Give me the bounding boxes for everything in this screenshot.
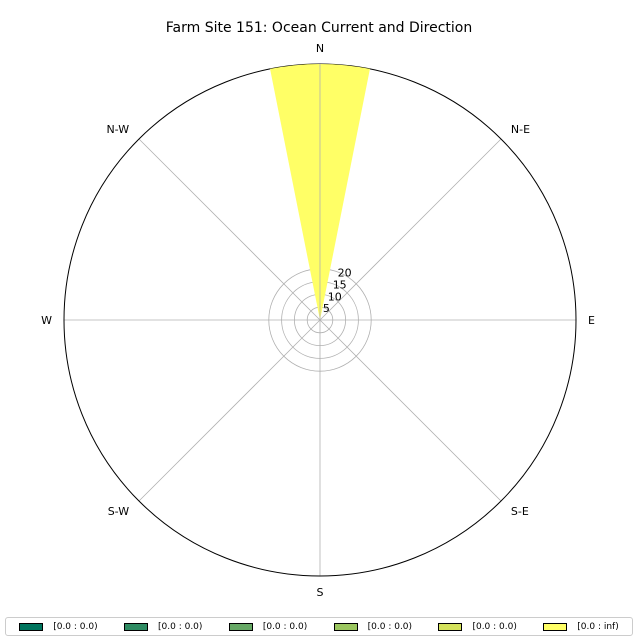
legend-item-1: [0.0 : 0.0) [124, 622, 202, 632]
spoke-n-e [319, 138, 502, 321]
legend-swatch [543, 622, 568, 631]
direction-label-s-w: S-W [108, 505, 130, 518]
legend-swatch [19, 622, 44, 631]
radial-tick-10: 10 [328, 290, 342, 303]
legend-label: [0.0 : 0.0) [262, 621, 308, 632]
radial-tick-15: 15 [333, 279, 347, 292]
legend-label: [0.0 : 0.0) [53, 621, 98, 632]
direction-label-w: W [41, 314, 52, 327]
direction-label-n: N [316, 42, 324, 55]
legend-item-5: [0.0 : inf) [543, 621, 619, 632]
legend-item-4: [0.0 : 0.0) [438, 621, 517, 632]
direction-label-n-e: N-E [511, 123, 530, 136]
legend-label: [0.0 : 0.0) [158, 621, 203, 632]
direction-label-s: S [317, 586, 324, 599]
spoke-s-w [138, 319, 321, 502]
direction-label-n-w: N-W [106, 123, 129, 136]
legend-label: [0.0 : 0.0) [472, 621, 517, 632]
direction-label-e: E [588, 314, 595, 327]
radial-tick-5: 5 [323, 302, 330, 315]
legend-item-2: [0.0 : 0.0) [228, 621, 308, 632]
legend-swatch [333, 622, 358, 631]
legend-swatch [124, 622, 149, 631]
chart-title: Farm Site 151: Ocean Current and Directi… [166, 20, 472, 36]
direction-labels: N N-E E S-E S S-W W N-W [41, 42, 595, 599]
direction-label-s-e: S-E [511, 505, 529, 518]
spoke-s-e [319, 319, 502, 502]
radial-tick-20: 20 [338, 267, 352, 280]
legend-item-3: [0.0 : 0.0) [333, 621, 413, 632]
bars [270, 64, 370, 321]
legend-swatch [228, 622, 253, 631]
legend-swatch [438, 622, 463, 631]
legend-label: [0.0 : inf) [577, 621, 619, 632]
legend: [0.0 : 0.0) [0.0 : 0.0) [0.0 : 0.0) [0.0 : … [5, 617, 633, 636]
spoke-n-w [138, 138, 321, 321]
legend-item-0: [0.0 : 0.0) [19, 621, 98, 632]
legend-label: [0.0 : 0.0) [367, 621, 413, 632]
